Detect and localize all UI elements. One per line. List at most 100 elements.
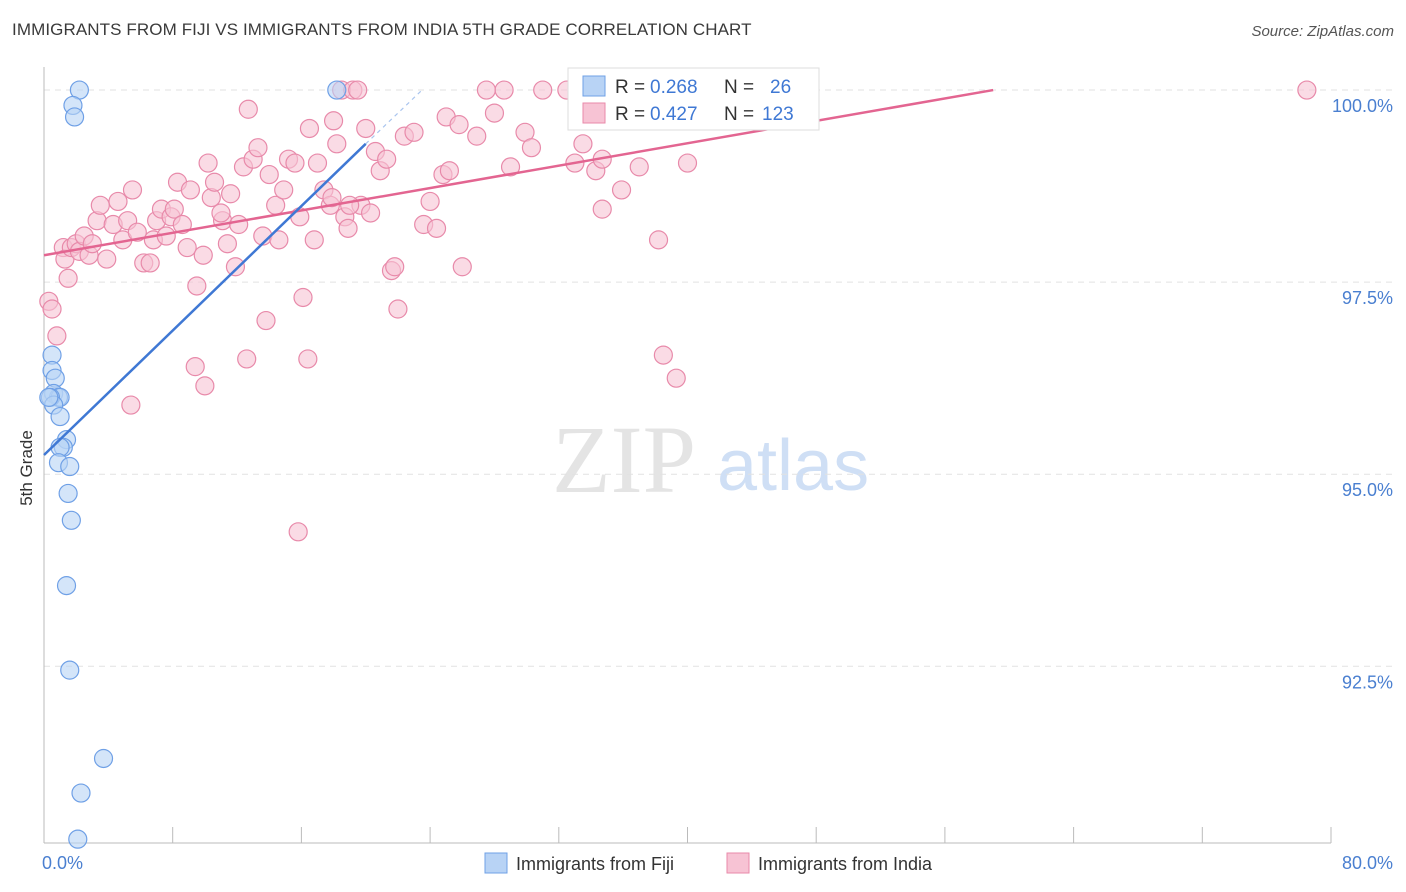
gridlines — [44, 89, 1394, 667]
x-tick-label: 0.0% — [42, 853, 83, 873]
india-point — [666, 368, 686, 388]
india-point — [452, 257, 472, 277]
india-point — [193, 245, 213, 265]
india-point — [348, 80, 368, 100]
fiji-point — [64, 107, 85, 127]
y-axis-label: 5th Grade — [17, 430, 36, 506]
india-point — [221, 184, 241, 204]
india-point — [404, 122, 424, 142]
india-point — [185, 357, 205, 377]
india-point — [420, 191, 440, 212]
india-point — [229, 214, 249, 235]
india-point — [90, 195, 110, 215]
stats-india-n-value: 123 — [762, 104, 794, 125]
india-point — [269, 230, 289, 250]
india-point — [187, 276, 207, 296]
stats-legend-box — [567, 67, 820, 131]
india-point — [127, 222, 147, 242]
india-point — [500, 157, 521, 177]
india-point — [285, 153, 305, 173]
india-point — [388, 299, 408, 319]
fiji-point — [327, 80, 347, 100]
y-tick-label: 100.0% — [1332, 96, 1393, 116]
india-point — [97, 249, 117, 269]
watermark: ZIP atlas — [552, 406, 869, 513]
legend-india-swatch — [726, 852, 750, 874]
india-point — [293, 287, 313, 308]
stats-fiji-r-value: 0.268 — [650, 77, 698, 98]
fiji-point — [68, 829, 88, 849]
india-point — [1297, 80, 1317, 100]
india-point — [307, 153, 328, 173]
india-point — [172, 214, 192, 235]
india-point — [360, 203, 381, 223]
watermark-zip: ZIP — [552, 406, 696, 513]
india-point — [533, 80, 553, 100]
india-point — [521, 138, 542, 158]
india-point — [195, 376, 215, 396]
india-point — [259, 164, 279, 185]
india-point — [327, 134, 347, 154]
x-tick-label: 80.0% — [1342, 853, 1393, 873]
india-point — [298, 349, 318, 369]
india-point — [338, 218, 358, 238]
fiji-point — [71, 783, 91, 803]
series-legend: Immigrants from Fiji Immigrants from Ind… — [484, 852, 933, 874]
stats-india-r-value: 0.427 — [650, 104, 698, 125]
x-tick-labels: 0.0% 80.0% — [42, 853, 1393, 873]
india-point — [385, 257, 405, 277]
y-tick-label: 97.5% — [1342, 288, 1393, 308]
india-point — [274, 180, 294, 200]
india-point — [58, 268, 78, 288]
fiji-point — [60, 660, 80, 680]
india-point — [140, 253, 160, 273]
india-point — [238, 99, 258, 119]
stats-fiji-n-label: N = — [724, 77, 754, 98]
fiji-trend-line — [43, 142, 367, 456]
india-point — [42, 299, 62, 319]
india-point — [288, 522, 308, 542]
india-point — [47, 326, 67, 346]
india-point — [426, 218, 447, 238]
india-point — [225, 257, 246, 277]
legend-fiji-label: Immigrants from Fiji — [516, 854, 674, 874]
india-point — [121, 395, 141, 415]
source-label: Source: ZipAtlas.com — [1251, 23, 1394, 40]
stats-india-r-label: R = — [615, 104, 645, 125]
stats-fiji-r-label: R = — [615, 77, 645, 98]
india-point — [449, 115, 469, 135]
india-point — [377, 149, 397, 169]
y-tick-label: 95.0% — [1342, 480, 1393, 500]
trend-lines — [43, 88, 994, 456]
india-point — [304, 230, 324, 250]
india-point — [629, 157, 649, 177]
stats-legend: R = 0.268 N = 26 R = 0.427 N = 123 — [567, 67, 820, 131]
india-point — [198, 153, 218, 173]
india-point — [322, 188, 342, 208]
legend-fiji-swatch — [484, 852, 508, 874]
stats-fiji-swatch — [582, 75, 606, 97]
india-point — [494, 80, 514, 100]
india-point — [256, 310, 276, 331]
fiji-trend-extension — [365, 89, 423, 145]
india-point — [648, 230, 669, 250]
india-point — [164, 199, 184, 219]
india-point — [82, 234, 102, 254]
india-point — [677, 153, 698, 173]
india-point — [248, 138, 268, 158]
india-point — [180, 180, 200, 200]
fiji-point — [56, 576, 77, 596]
india-point — [217, 234, 237, 254]
india-point — [439, 161, 460, 181]
stats-india-swatch — [582, 102, 606, 124]
chart-title: IMMIGRANTS FROM FIJI VS IMMIGRANTS FROM … — [12, 20, 752, 39]
fiji-point — [93, 748, 114, 769]
india-point — [592, 199, 612, 219]
fiji-point — [58, 483, 78, 504]
india-point — [611, 180, 632, 200]
india-point — [108, 191, 128, 212]
india-point — [573, 134, 593, 154]
stats-fiji-n-value: 26 — [770, 77, 791, 98]
india-point — [177, 237, 197, 258]
